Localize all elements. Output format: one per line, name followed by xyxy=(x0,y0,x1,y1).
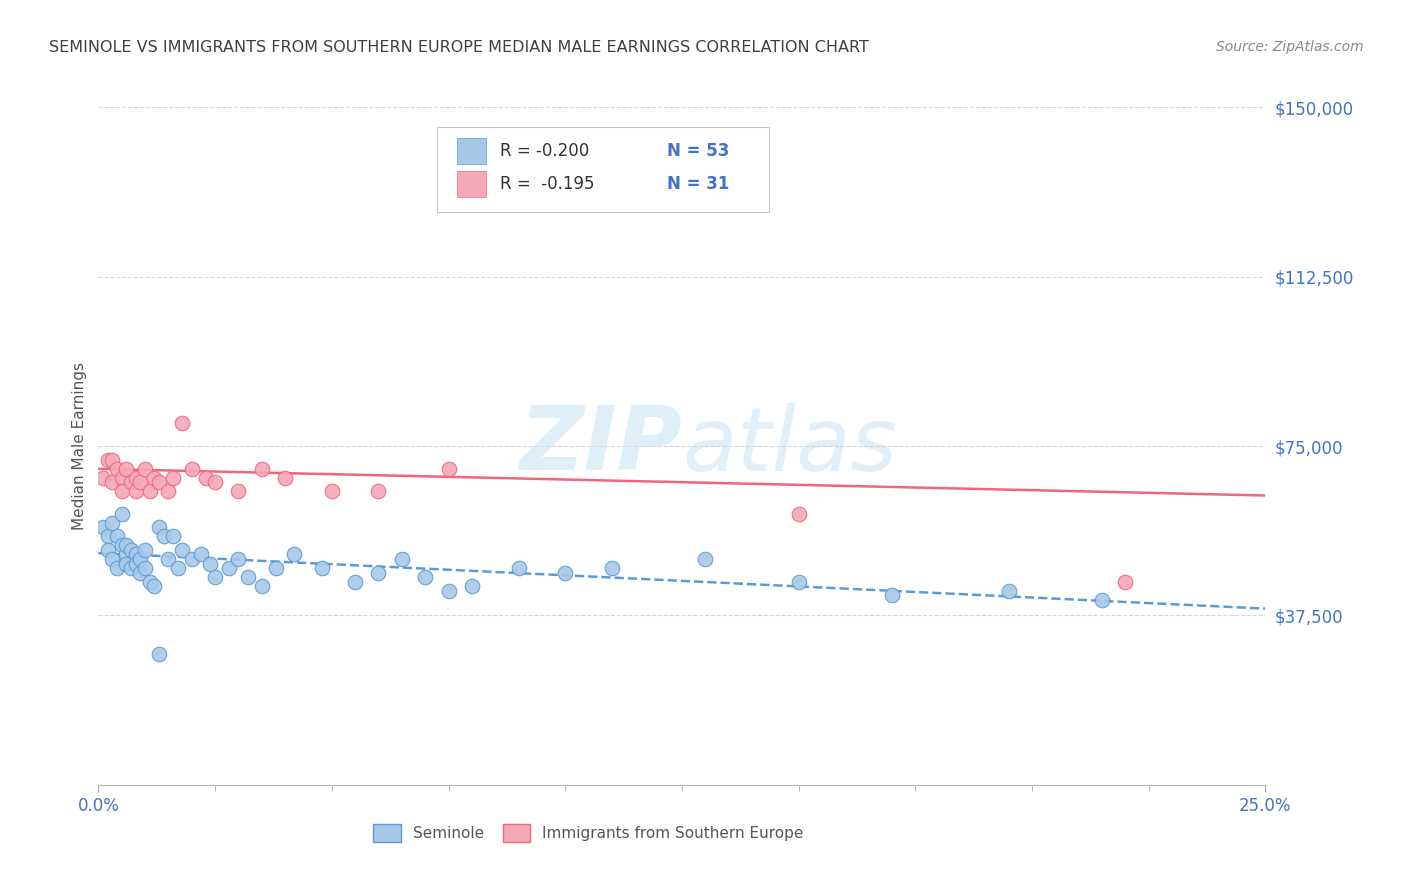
Legend: Seminole, Immigrants from Southern Europe: Seminole, Immigrants from Southern Europ… xyxy=(367,818,810,848)
Point xyxy=(105,461,128,475)
Point xyxy=(115,548,138,562)
Text: SEMINOLE VS IMMIGRANTS FROM SOUTHERN EUROPE MEDIAN MALE EARNINGS CORRELATION CHA: SEMINOLE VS IMMIGRANTS FROM SOUTHERN EUR… xyxy=(49,40,869,55)
Point xyxy=(143,579,166,593)
Point xyxy=(166,561,188,575)
Point xyxy=(172,417,194,431)
Point xyxy=(111,538,134,552)
Point xyxy=(143,470,166,484)
Point xyxy=(997,583,1019,598)
Point xyxy=(111,470,134,484)
Point xyxy=(172,543,194,558)
Point xyxy=(218,561,240,575)
Point xyxy=(97,529,120,543)
Point xyxy=(139,484,162,499)
Point xyxy=(115,461,138,475)
Point xyxy=(600,561,623,575)
Text: N = 53: N = 53 xyxy=(666,142,730,160)
Point xyxy=(228,552,250,566)
Point xyxy=(274,470,297,484)
Point xyxy=(508,561,530,575)
Point xyxy=(115,557,138,571)
FancyBboxPatch shape xyxy=(437,128,769,212)
Point xyxy=(148,520,170,534)
Y-axis label: Median Male Earnings: Median Male Earnings xyxy=(72,362,87,530)
Point xyxy=(157,552,180,566)
Point xyxy=(391,552,413,566)
Point xyxy=(554,566,576,580)
Point xyxy=(105,529,128,543)
Point xyxy=(97,452,120,467)
Point xyxy=(880,588,903,602)
Text: R =  -0.195: R = -0.195 xyxy=(501,175,595,193)
Text: R = -0.200: R = -0.200 xyxy=(501,142,589,160)
Point xyxy=(129,475,152,490)
Point xyxy=(125,557,148,571)
Point xyxy=(204,475,226,490)
Point xyxy=(129,566,152,580)
Point xyxy=(139,574,162,589)
Point xyxy=(461,579,484,593)
Point xyxy=(105,561,128,575)
Point xyxy=(120,475,142,490)
Point xyxy=(250,461,273,475)
FancyBboxPatch shape xyxy=(457,170,486,196)
Point xyxy=(437,461,460,475)
Point xyxy=(120,543,142,558)
Point xyxy=(1114,574,1136,589)
Point xyxy=(97,543,120,558)
Point xyxy=(1091,592,1114,607)
Point xyxy=(120,561,142,575)
Point xyxy=(180,552,202,566)
Point xyxy=(162,529,184,543)
Point xyxy=(236,570,259,584)
Point xyxy=(530,190,553,204)
FancyBboxPatch shape xyxy=(457,138,486,164)
Point xyxy=(787,507,810,521)
Point xyxy=(787,574,810,589)
Point xyxy=(129,552,152,566)
Text: atlas: atlas xyxy=(682,403,897,489)
Point xyxy=(321,484,343,499)
Point xyxy=(437,583,460,598)
Point xyxy=(134,561,156,575)
Text: N = 31: N = 31 xyxy=(666,175,730,193)
Point xyxy=(125,548,148,562)
Point xyxy=(101,552,124,566)
Point xyxy=(125,470,148,484)
Point xyxy=(194,470,217,484)
Point xyxy=(190,548,212,562)
Point xyxy=(228,484,250,499)
Point xyxy=(152,529,174,543)
Point xyxy=(101,452,124,467)
Point xyxy=(148,647,170,661)
Point xyxy=(134,543,156,558)
Text: Source: ZipAtlas.com: Source: ZipAtlas.com xyxy=(1216,40,1364,54)
Point xyxy=(200,557,222,571)
Text: ZIP: ZIP xyxy=(519,402,682,490)
Point xyxy=(134,461,156,475)
Point xyxy=(180,461,202,475)
Point xyxy=(148,475,170,490)
Point xyxy=(125,484,148,499)
Point xyxy=(162,470,184,484)
Point xyxy=(204,570,226,584)
Point xyxy=(367,484,389,499)
Point xyxy=(367,566,389,580)
Point xyxy=(264,561,287,575)
Point xyxy=(311,561,333,575)
Point xyxy=(157,484,180,499)
Point xyxy=(111,507,134,521)
Point xyxy=(413,570,436,584)
Point xyxy=(101,516,124,530)
Point xyxy=(111,484,134,499)
Point xyxy=(91,470,114,484)
Point xyxy=(91,520,114,534)
Point xyxy=(115,538,138,552)
Point xyxy=(101,475,124,490)
Point xyxy=(344,574,367,589)
Point xyxy=(250,579,273,593)
Point xyxy=(695,552,717,566)
Point xyxy=(283,548,305,562)
